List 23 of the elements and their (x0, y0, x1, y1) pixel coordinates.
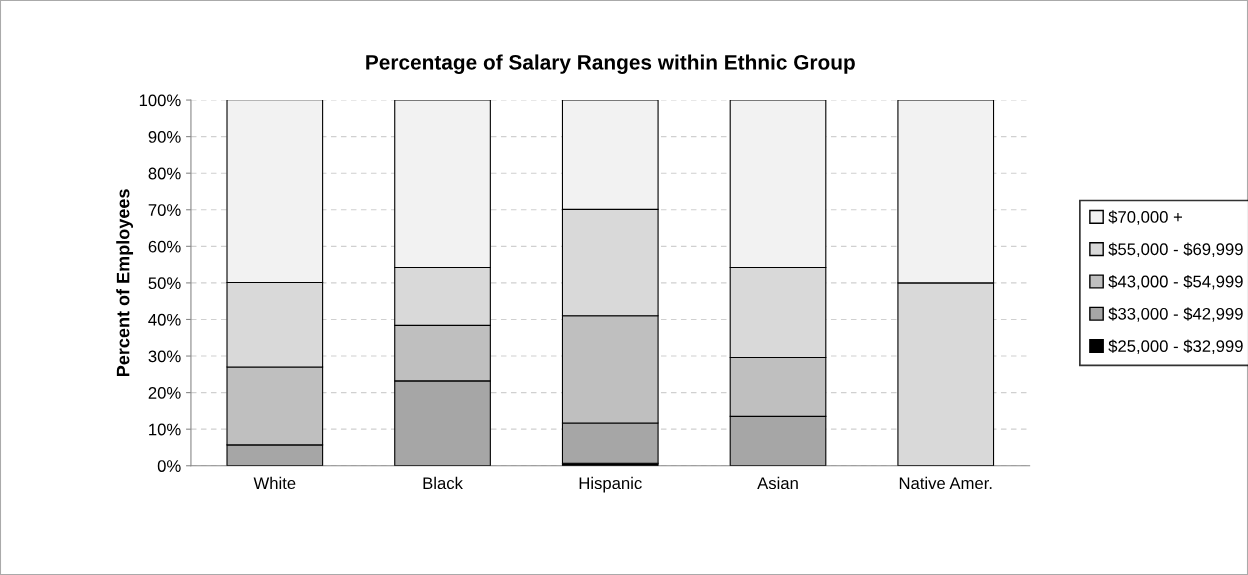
x-tick-label: White (253, 476, 296, 490)
y-tick-label: 50% (148, 277, 181, 290)
y-tick-label: 20% (148, 387, 181, 399)
y-tick-label: 60% (148, 240, 181, 253)
y-tick-label: 70% (148, 204, 181, 216)
y-tick-label: 40% (148, 313, 181, 326)
legend-label: $55,000 - $69,999 (1108, 242, 1243, 258)
legend-label: $25,000 - $32,999 (1108, 339, 1243, 354)
chart-title: Percentage of Salary Ranges within Ethnic Group (366, 54, 855, 74)
y-tick-label: 10% (149, 423, 181, 436)
y-tick-label: 80% (148, 167, 181, 180)
y-tick-label: 100% (139, 94, 181, 107)
y-axis-title: Percent of Employees (116, 189, 134, 377)
y-tick-label: 0% (157, 460, 181, 472)
x-tick-label: Black (423, 476, 463, 490)
x-tick-label: Hispanic (579, 476, 642, 493)
legend-label: $33,000 - $42,999 (1108, 307, 1243, 322)
x-tick-label: Native Amer. (899, 476, 992, 490)
y-tick-label: 30% (148, 350, 181, 363)
x-tick-label: Asian (757, 476, 798, 490)
legend-label: $43,000 - $54,999 (1108, 274, 1243, 290)
legend-label: $70,000 + (1108, 210, 1182, 225)
y-tick-label: 90% (148, 131, 181, 143)
